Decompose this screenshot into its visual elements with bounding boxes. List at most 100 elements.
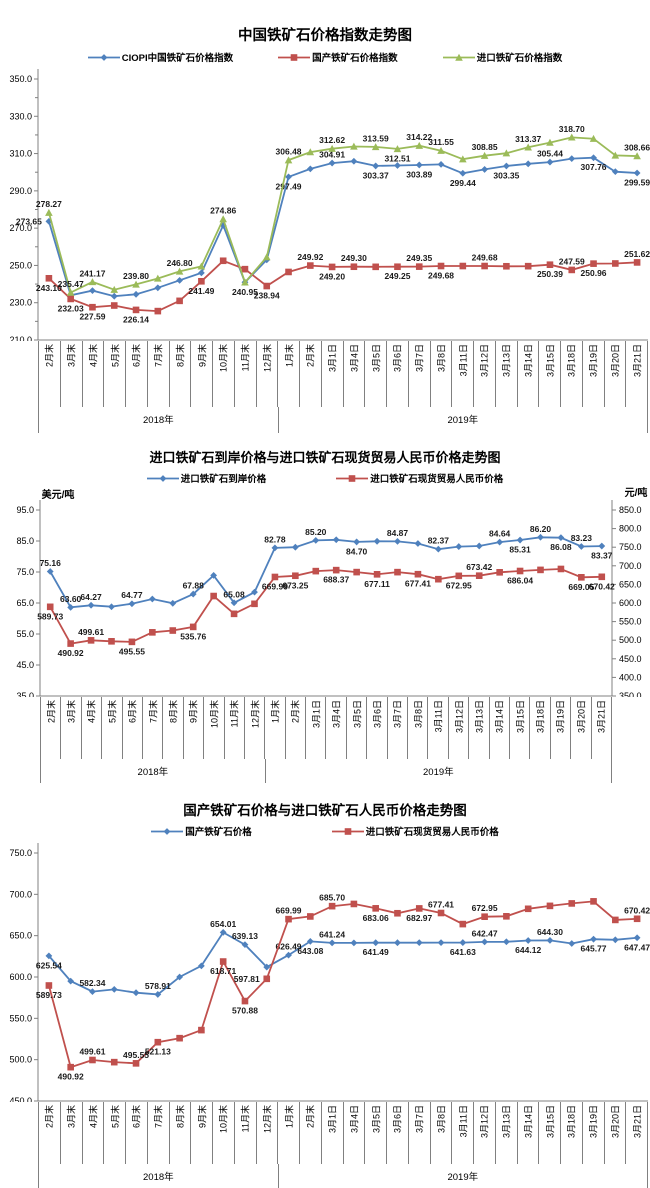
series-marker <box>251 600 258 608</box>
series-marker <box>154 1038 162 1046</box>
x-axis-label: 4月末 <box>88 1105 99 1129</box>
legend-swatch <box>151 827 184 835</box>
series-marker <box>176 973 184 981</box>
data-label: 84.87 <box>387 528 409 538</box>
series-marker <box>189 623 197 631</box>
x-axis-category-cell: 5月末 <box>103 1102 125 1164</box>
series-marker <box>372 939 380 947</box>
x-axis-category-cell: 3月18日 <box>529 697 549 759</box>
series-marker <box>546 261 554 269</box>
series-marker <box>332 536 340 544</box>
series-marker <box>89 988 96 995</box>
series-marker <box>415 161 423 169</box>
series-marker <box>251 588 258 596</box>
x-axis-category-cell: 2月末 <box>40 697 60 759</box>
data-label: 669.05 <box>568 582 594 592</box>
x-axis-label: 3月13日 <box>501 344 512 378</box>
series-marker <box>197 262 206 270</box>
x-axis-category-cell: 3月20日 <box>603 1102 626 1164</box>
series-marker <box>241 265 249 273</box>
series-marker <box>437 160 445 168</box>
data-label: 672.95 <box>472 903 498 913</box>
x-axis-category-cell: 3月21日 <box>590 697 612 759</box>
data-label: 250.39 <box>537 269 563 279</box>
y2-axis-label: 650.0 <box>619 579 642 589</box>
series-marker <box>598 573 606 581</box>
series-marker <box>89 287 96 294</box>
x-axis-category-cell: 3月8日 <box>429 341 452 407</box>
series-marker <box>210 572 218 579</box>
x-axis-label: 3月7日 <box>392 700 403 729</box>
data-label: 644.30 <box>537 927 563 937</box>
legend-marker-icon <box>344 827 352 835</box>
y2-axis-label: 850.0 <box>619 505 642 515</box>
data-label: 227.59 <box>79 312 105 322</box>
x-axis-label: 11月末 <box>240 344 251 372</box>
x-axis-label: 2月末 <box>44 1105 55 1129</box>
data-label: 641.63 <box>450 947 476 957</box>
series-marker <box>350 939 358 947</box>
x-axis-label: 2月末 <box>46 700 57 724</box>
series-marker <box>169 599 177 607</box>
series-marker <box>434 545 442 553</box>
series-marker <box>132 280 140 288</box>
data-label: 618.71 <box>210 966 236 976</box>
series-marker <box>590 260 597 267</box>
data-label: 305.44 <box>537 149 563 159</box>
series-marker <box>110 292 118 300</box>
x-axis-category-cell: 3月11日 <box>451 341 473 407</box>
series-marker <box>176 1034 183 1042</box>
data-label: 642.47 <box>472 928 498 938</box>
series-marker <box>292 572 299 580</box>
series-marker <box>169 627 177 634</box>
x-axis-category-cell: 4月末 <box>81 341 104 407</box>
series-marker <box>537 533 544 541</box>
series-marker <box>350 900 358 908</box>
legend-marker-icon <box>159 474 167 482</box>
legend-item: 进口铁矿石现货贸易人民币价格 <box>331 824 499 838</box>
series-marker <box>66 288 75 296</box>
x-axis-label: 2月末 <box>290 700 301 724</box>
series-marker <box>262 253 271 261</box>
data-label: 249.20 <box>319 271 345 281</box>
series-marker <box>328 159 336 167</box>
series-marker <box>350 142 358 150</box>
series-marker <box>394 909 401 917</box>
legend-swatch <box>336 474 369 482</box>
data-label: 299.59 <box>624 177 650 187</box>
x-axis-category-cell: 3月1日 <box>305 697 325 759</box>
data-label: 240.95 <box>232 287 258 297</box>
data-label: 304.91 <box>319 150 345 160</box>
y-axis-label: 650.0 <box>9 931 32 941</box>
x-axis-label: 3月20日 <box>610 344 621 378</box>
series-marker <box>353 568 360 576</box>
y-axis-label: 600.0 <box>9 972 32 982</box>
series-marker <box>633 152 641 160</box>
series-marker <box>46 603 54 611</box>
data-label: 677.41 <box>405 579 431 589</box>
series-marker <box>110 285 119 293</box>
china-iron-ore-index-chart: 中国铁矿石价格指数走势图 CIOPI中国铁矿石价格指数 国产铁矿石价格指数 进口铁矿… <box>0 0 650 433</box>
x-axis-category-cell: 2月末 <box>38 1102 60 1164</box>
legend-item: 进口铁矿石到岸价格 <box>146 471 266 485</box>
series-marker <box>393 145 402 153</box>
series-marker <box>455 572 463 580</box>
x-axis-category-cell: 3月14日 <box>516 1102 539 1164</box>
x-axis-category-cell: 3月1日 <box>320 341 343 407</box>
series-marker <box>373 571 381 578</box>
series-marker <box>481 913 488 920</box>
data-label: 647.47 <box>624 942 650 952</box>
series-marker <box>633 915 641 923</box>
series-marker <box>263 963 271 971</box>
x-axis-label: 6月末 <box>131 344 142 368</box>
x-axis-label: 2月末 <box>305 1105 316 1129</box>
data-label: 625.54 <box>36 960 62 970</box>
x-axis-label: 3月5日 <box>371 1105 382 1134</box>
data-label: 639.13 <box>232 931 258 941</box>
data-label: 250.96 <box>581 268 607 278</box>
x-axis-category-cell: 6月末 <box>125 341 147 407</box>
y-axis-label: 95.0 <box>16 505 34 515</box>
data-label: 84.64 <box>489 529 511 539</box>
series-marker <box>481 262 488 270</box>
x-axis-label: 3月15日 <box>545 344 556 378</box>
